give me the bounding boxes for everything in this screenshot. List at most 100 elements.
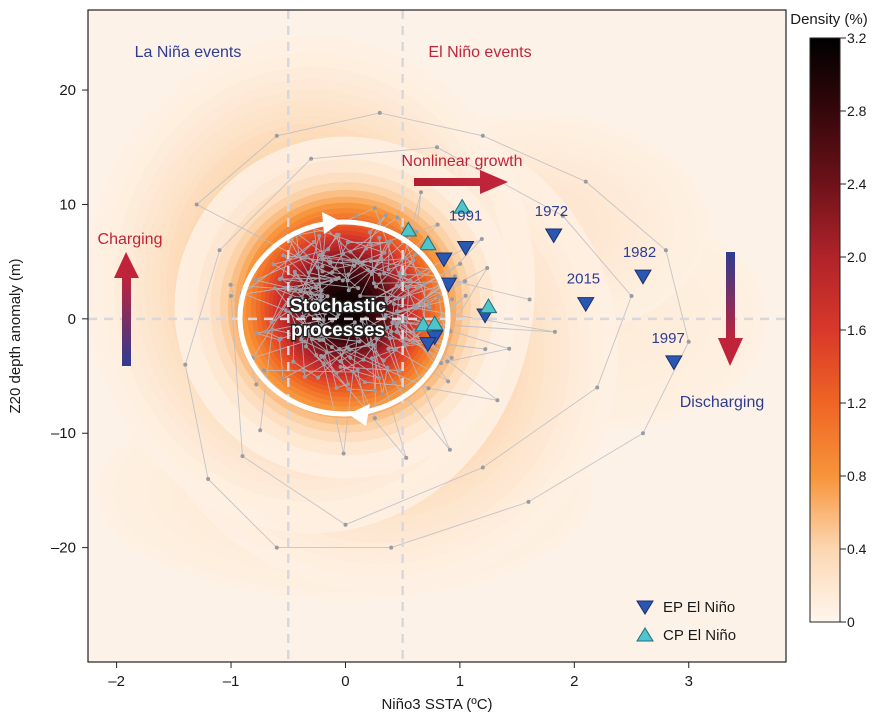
trajectory-point [317,252,322,257]
colorbar-tick-label: 1.6 [847,322,867,338]
year-label: 1991 [449,207,482,224]
trajectory-point [308,290,313,295]
trajectory-point [686,339,691,344]
trajectory-point [372,206,377,211]
trajectory-point [495,398,500,403]
y-tick-label: 0 [68,311,76,328]
trajectory-point [364,246,369,251]
trajectory-point [412,303,417,308]
trajectory-point [389,545,394,550]
colorbar-title: Density (%) [790,11,868,28]
trajectory-point [480,133,485,138]
year-label: 1972 [535,203,568,220]
trajectory-point [552,329,557,334]
trajectory-point [346,272,351,277]
trajectory-point [345,278,350,283]
event-markers [399,198,683,371]
trajectory-point [311,240,316,244]
trajectory-point [435,222,440,227]
trajectory-point [386,346,391,351]
trajectory-point [450,297,455,302]
trajectory-point [393,347,398,352]
trajectory-point [377,235,382,240]
cp-el-nino-marker [479,298,498,314]
trajectory-point [379,307,383,312]
trajectory-point [301,301,306,305]
trajectory-point [328,259,333,264]
trajectory-point [318,298,323,303]
trajectory-point [351,258,356,263]
cp-el-nino-marker [453,198,472,214]
trajectory-point [217,248,222,253]
trajectory-point [382,271,387,276]
trajectory-point [314,332,319,337]
trajectory-point [366,327,371,332]
trajectory-point [387,240,392,245]
colorbar-tick-label: 2.8 [847,103,867,119]
trajectory-point [629,294,634,298]
trajectory-point [395,309,399,314]
reference-lines [88,10,786,662]
trajectory-point [254,331,259,336]
trajectory-point [358,328,363,333]
ep-el-nino-marker [456,241,475,257]
trajectory-point [317,282,322,287]
trajectory-point [383,313,388,317]
trajectory-point [439,361,444,366]
trajectory-point [269,320,274,325]
trajectory-point [420,302,424,307]
legend-ep-marker [636,600,654,615]
ep-el-nino-marker [439,277,458,293]
trajectory-point [449,355,454,360]
colorbar-tick-label: 0 [847,614,855,630]
trajectory-point [426,386,431,391]
x-tick-label: –1 [223,673,240,690]
year-label: 1982 [623,244,656,261]
trajectory-point [329,345,334,349]
legend-ep-label: EP El Niño [663,599,735,616]
trajectory-point [445,359,450,364]
trajectory-point [402,341,407,346]
trajectory-point [351,370,356,375]
trajectory-point [291,337,296,341]
trajectory-point [323,311,328,316]
trajectory-point [411,258,416,263]
trajectory-point [583,179,588,184]
x-tick-label: 2 [570,673,578,690]
trajectory-point [326,247,331,252]
trajectory-point [365,267,370,272]
trajectory-point [485,266,490,270]
trajectory-point [370,297,375,302]
trajectory-point [338,364,343,369]
trajectory-point [306,270,311,275]
trajectory-point [463,293,468,298]
trajectory-point [385,325,390,330]
y-tick-label: 20 [59,82,76,99]
trajectory-point [299,288,303,293]
trajectory-point [325,294,330,299]
trajectory-point [301,369,306,373]
trajectory-point [356,286,361,291]
charging-arrow [114,252,139,366]
trajectory-point [422,282,427,286]
trajectory-point [317,338,322,342]
trajectory-point [360,262,365,267]
trajectory-point [377,272,382,277]
trajectory-point [319,323,324,328]
trajectory-point [369,356,374,361]
x-tick-label: 1 [456,673,464,690]
trajectory-point [380,392,385,397]
x-axis: –2 –1 0 1 2 3 [108,662,693,690]
trajectory-point [377,376,381,381]
trajectory-point [327,325,332,330]
ep-el-nino-marker [434,252,453,268]
trajectory-point [394,283,399,288]
trajectory-point [416,285,421,290]
trajectory-point [309,156,314,161]
trajectory-point [452,274,457,279]
trajectory-point [373,388,377,393]
density-contours [88,35,767,599]
discharging-arrow [718,252,743,366]
trajectory-point [372,416,377,421]
trajectory-point [371,281,376,286]
